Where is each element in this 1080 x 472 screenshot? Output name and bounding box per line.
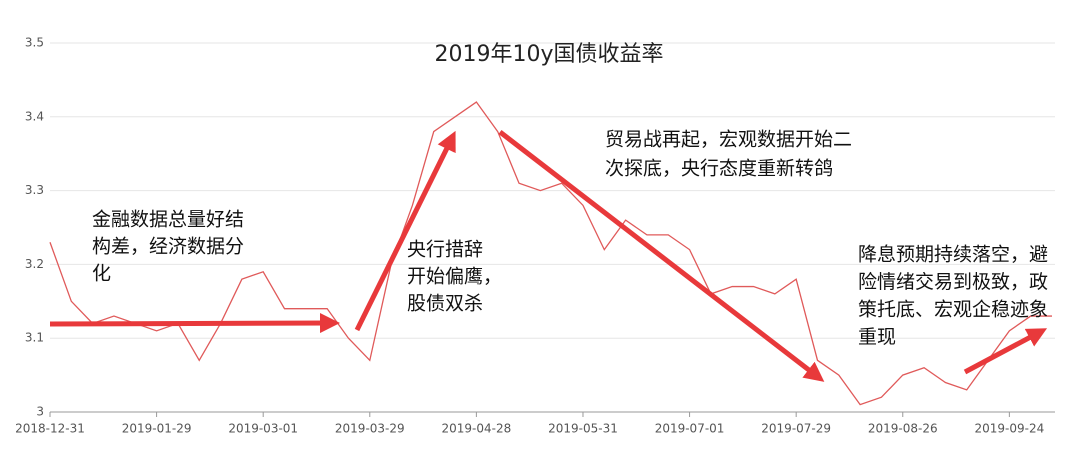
annotation: 构差，经济数据分 <box>92 236 244 258</box>
x-tick-label: 2019-07-29 <box>761 422 831 436</box>
annotation: 险情绪交易到极致，政 <box>858 271 1048 293</box>
x-tick-label: 2019-07-01 <box>655 422 725 436</box>
arrow <box>498 130 825 382</box>
arrows <box>49 130 1048 382</box>
annotation: 策托底、宏观企稳迹象 <box>858 299 1048 321</box>
x-tick-label: 2018-12-31 <box>15 422 85 436</box>
y-tick-label: 3.5 <box>25 36 44 50</box>
x-tick-label: 2019-03-01 <box>228 422 298 436</box>
annotation: 次探底，央行态度重新转鸽 <box>605 158 833 180</box>
y-tick-label: 3.1 <box>25 331 44 345</box>
annotation: 贸易战再起，宏观数据开始二 <box>605 129 852 151</box>
grid <box>49 42 1055 417</box>
chart-title: 2019年10y国债收益率 <box>434 42 663 67</box>
annotation: 股债双杀 <box>407 293 483 315</box>
y-tick-label: 3 <box>36 405 44 419</box>
y-tick-label: 3.2 <box>25 257 44 271</box>
y-tick-label: 3.3 <box>25 183 44 197</box>
annotation: 降息预期持续落空，避 <box>858 244 1048 266</box>
x-tick-label: 2019-08-26 <box>868 422 938 436</box>
x-tick-label: 2019-01-29 <box>122 422 192 436</box>
x-tick-label: 2019-04-28 <box>442 422 512 436</box>
arrow <box>963 328 1048 375</box>
annotation: 央行措辞 <box>407 239 483 261</box>
line <box>49 101 1052 406</box>
annotation: 重现 <box>858 326 896 348</box>
plot <box>49 101 1052 406</box>
x-tick-label: 2019-09-24 <box>974 422 1044 436</box>
annotation: 金融数据总量好结 <box>92 209 244 231</box>
arrow <box>354 130 456 332</box>
annotation: 化 <box>92 263 111 285</box>
x-tick-label: 2019-03-29 <box>335 422 405 436</box>
annotation: 开始偏鹰， <box>407 266 502 288</box>
arrow <box>49 313 340 334</box>
x-tick-label: 2019-05-31 <box>548 422 618 436</box>
y-tick-label: 3.4 <box>25 109 44 123</box>
